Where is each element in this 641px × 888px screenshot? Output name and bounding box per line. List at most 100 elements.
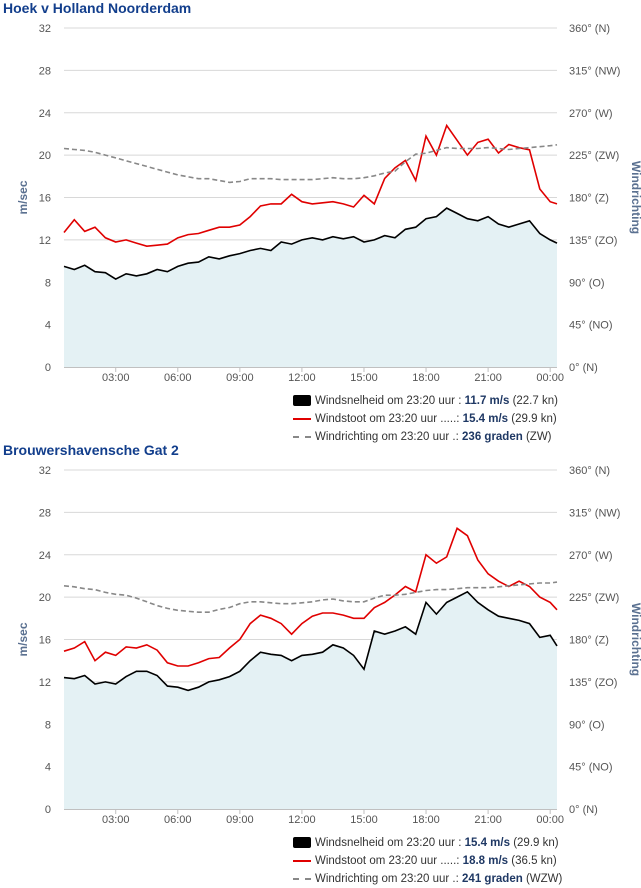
y-tick-label: 0: [45, 362, 51, 374]
y2-tick-label: 45° (NO): [569, 320, 613, 332]
x-tick-label: 21:00: [474, 372, 502, 384]
chart-svg: 0 0° (N) 4 45° (NO) 8 90° (O) 12 135° (ZO) 16 180…: [16, 465, 641, 826]
legend-value: 241 graden: [462, 873, 523, 885]
y2-tick-label: 90° (O): [569, 277, 605, 289]
x-tick-label: 00:00: [536, 372, 564, 384]
chart-svg: 0 0° (N) 4 45° (NO) 8 90° (O) 12 135° (ZO) 16 180…: [16, 23, 641, 384]
black-box-icon: [293, 837, 311, 849]
legend-label: Windstoot om 23:20 uur .....:: [315, 855, 460, 867]
x-tick-label: 06:00: [164, 814, 192, 826]
y-tick-label: 12: [39, 235, 51, 247]
y2-tick-label: 45° (NO): [569, 762, 613, 774]
legend-value: 18.8 m/s: [462, 855, 509, 867]
legend-label: Windstoot om 23:20 uur .....:: [315, 413, 460, 425]
legend-extra: (29.9 kn): [511, 413, 557, 425]
x-tick-label: 09:00: [226, 372, 254, 384]
y-tick-label: 8: [45, 719, 51, 731]
x-tick-label: 09:00: [226, 814, 254, 826]
y-tick-label: 20: [39, 150, 51, 162]
legend-extra: (36.5 kn): [511, 855, 557, 867]
speed-line: [63, 590, 558, 692]
legend-label: Windsnelheid om 23:20 uur :: [315, 837, 462, 849]
red-line-icon: [293, 859, 311, 862]
legend-value: 15.4 m/s: [462, 413, 509, 425]
y2-tick-label: 0° (N): [569, 362, 598, 374]
y2-tick-label: 360° (N): [569, 465, 610, 477]
legend: Windsnelheid om 23:20 uur : 15.4 m/s (29…: [293, 834, 562, 888]
x-tick-label: 06:00: [164, 372, 192, 384]
legend-item-speed[interactable]: Windsnelheid om 23:20 uur : 11.7 m/s (22…: [293, 392, 558, 410]
legend-value: 15.4 m/s: [464, 837, 510, 849]
legend-label: Windrichting om 23:20 uur .:: [315, 431, 459, 443]
legend-item-speed[interactable]: Windsnelheid om 23:20 uur : 15.4 m/s (29…: [293, 834, 562, 852]
legend: Windsnelheid om 23:20 uur : 11.7 m/s (22…: [293, 392, 558, 446]
legend-label: Windrichting om 23:20 uur .:: [315, 873, 459, 885]
legend-extra: (22.7 kn): [512, 395, 558, 407]
y2-tick-label: 360° (N): [569, 23, 610, 35]
y-tick-label: 4: [45, 762, 51, 774]
y2-tick-label: 90° (O): [569, 719, 605, 731]
y-tick-label: 4: [45, 320, 51, 332]
black-box-icon: [293, 395, 311, 407]
speed-line: [63, 207, 558, 281]
speed-area: [64, 591, 557, 809]
legend-extra: (ZW): [525, 431, 552, 443]
y2-tick-label: 270° (W): [569, 108, 613, 120]
y-tick-label: 16: [39, 635, 51, 647]
y2-tick-label: 225° (ZW): [569, 592, 619, 604]
x-tick-label: 18:00: [412, 814, 440, 826]
x-tick-label: 03:00: [102, 814, 130, 826]
y2-tick-label: 315° (NW): [569, 507, 620, 519]
x-tick-label: 18:00: [412, 372, 440, 384]
y-tick-label: 32: [39, 465, 51, 477]
x-tick-label: 00:00: [536, 814, 564, 826]
y-tick-label: 28: [39, 65, 51, 77]
direction-line: [63, 144, 558, 184]
y2-tick-label: 180° (Z): [569, 635, 609, 647]
legend-extra: (29.9 kn): [513, 837, 559, 849]
y-axis-title: m/sec: [16, 622, 30, 656]
legend-value: 11.7 m/s: [464, 395, 510, 407]
y-tick-label: 28: [39, 507, 51, 519]
y2-tick-label: 270° (W): [569, 550, 613, 562]
gray-dash-icon: [293, 435, 311, 438]
y-tick-label: 16: [39, 193, 51, 205]
y2-tick-label: 135° (ZO): [569, 677, 617, 689]
direction-line: [63, 581, 558, 613]
x-tick-label: 12:00: [288, 372, 316, 384]
y-tick-label: 12: [39, 677, 51, 689]
legend-value: 236 graden: [462, 431, 523, 443]
y2-tick-label: 315° (NW): [569, 65, 620, 77]
y2-axis-title: Windrichting: [629, 603, 641, 676]
y2-tick-label: 225° (ZW): [569, 150, 619, 162]
gust-line: [63, 527, 558, 667]
x-tick-label: 12:00: [288, 814, 316, 826]
legend-item-gust[interactable]: Windstoot om 23:20 uur .....: 18.8 m/s (…: [293, 852, 562, 870]
y2-axis-title: Windrichting: [629, 161, 641, 234]
y-tick-label: 20: [39, 592, 51, 604]
y-tick-label: 24: [39, 550, 51, 562]
x-tick-label: 15:00: [350, 372, 378, 384]
legend-item-gust[interactable]: Windstoot om 23:20 uur .....: 15.4 m/s (…: [293, 410, 558, 428]
y-axis-title: m/sec: [16, 180, 30, 214]
y-tick-label: 24: [39, 108, 51, 120]
x-tick-label: 03:00: [102, 372, 130, 384]
legend-extra: (WZW): [525, 873, 563, 885]
y2-tick-label: 0° (N): [569, 804, 598, 816]
y2-tick-label: 135° (ZO): [569, 235, 617, 247]
y-tick-label: 8: [45, 277, 51, 289]
y-tick-label: 0: [45, 804, 51, 816]
gray-dash-icon: [293, 877, 311, 880]
chart-panel-1: Hoek v Holland Noorderdam 0 0° (N) 4 45° (N…: [0, 0, 641, 443]
gust-line: [63, 123, 558, 248]
chart-title: Brouwershavensche Gat 2: [3, 442, 179, 458]
legend-item-direction[interactable]: Windrichting om 23:20 uur .: 241 graden …: [293, 870, 562, 888]
chart-title: Hoek v Holland Noorderdam: [3, 0, 192, 16]
chart-panel-2: Brouwershavensche Gat 2 0 0° (N) 4 45° (NO)…: [0, 442, 641, 885]
red-line-icon: [293, 417, 311, 420]
x-tick-label: 21:00: [474, 814, 502, 826]
legend-item-direction[interactable]: Windrichting om 23:20 uur .: 236 graden …: [293, 428, 558, 446]
speed-area: [64, 208, 557, 367]
x-tick-label: 15:00: [350, 814, 378, 826]
y2-tick-label: 180° (Z): [569, 193, 609, 205]
